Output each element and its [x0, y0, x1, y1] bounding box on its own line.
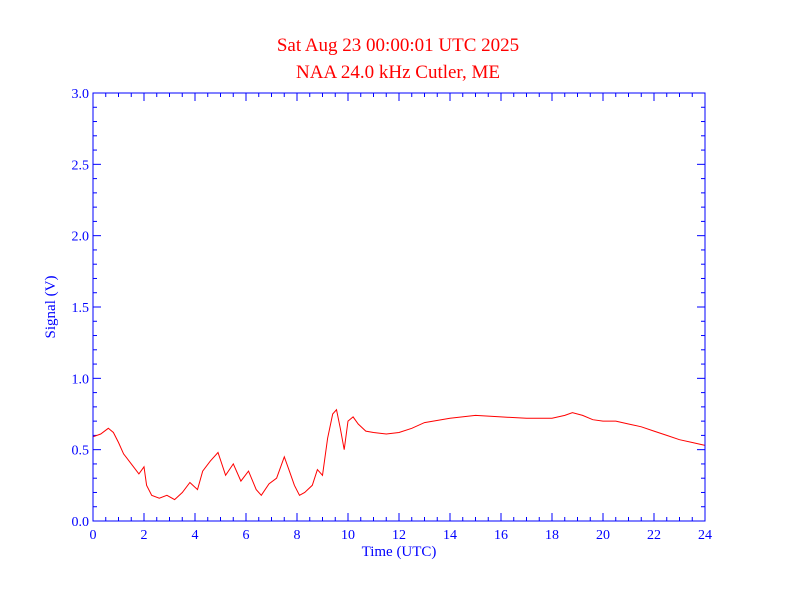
- tick-labels: 0 2 4 6 8 10 12 14 16 18 20 22 240.00.51.01.52.02.53…: [72, 87, 713, 543]
- x-tick-label: 16: [494, 528, 508, 543]
- x-tick-label: 6: [243, 528, 250, 543]
- y-tick-label: 0.0: [72, 515, 90, 530]
- x-tick-label: 0: [90, 528, 97, 543]
- x-tick-label: 24: [698, 528, 712, 543]
- x-tick-label: 20: [596, 528, 610, 543]
- chart-subtitle: NAA 24.0 kHz Cutler, ME: [296, 62, 500, 83]
- x-tick-label: 8: [294, 528, 301, 543]
- signal-series-line: [92, 408, 706, 501]
- y-tick-label: 1.5: [72, 301, 90, 316]
- y-axis-label: Signal (V): [43, 276, 59, 339]
- y-tick-label: 3.0: [72, 87, 90, 102]
- axis-ticks: [92, 92, 706, 522]
- x-tick-label: 22: [647, 528, 661, 543]
- y-tick-label: 2.0: [72, 230, 90, 245]
- x-tick-label: 10: [341, 528, 355, 543]
- y-tick-label: 2.5: [72, 158, 90, 173]
- x-axis-label: Time (UTC): [362, 544, 437, 560]
- chart-title: Sat Aug 23 00:00:01 UTC 2025: [277, 35, 519, 56]
- x-tick-label: 2: [141, 528, 148, 543]
- x-tick-label: 14: [443, 528, 457, 543]
- y-tick-label: 0.5: [72, 444, 90, 459]
- x-tick-label: 18: [545, 528, 559, 543]
- plot-frame: [92, 92, 706, 522]
- x-tick-label: 12: [392, 528, 406, 543]
- x-tick-label: 4: [192, 528, 199, 543]
- y-tick-label: 1.0: [72, 372, 90, 387]
